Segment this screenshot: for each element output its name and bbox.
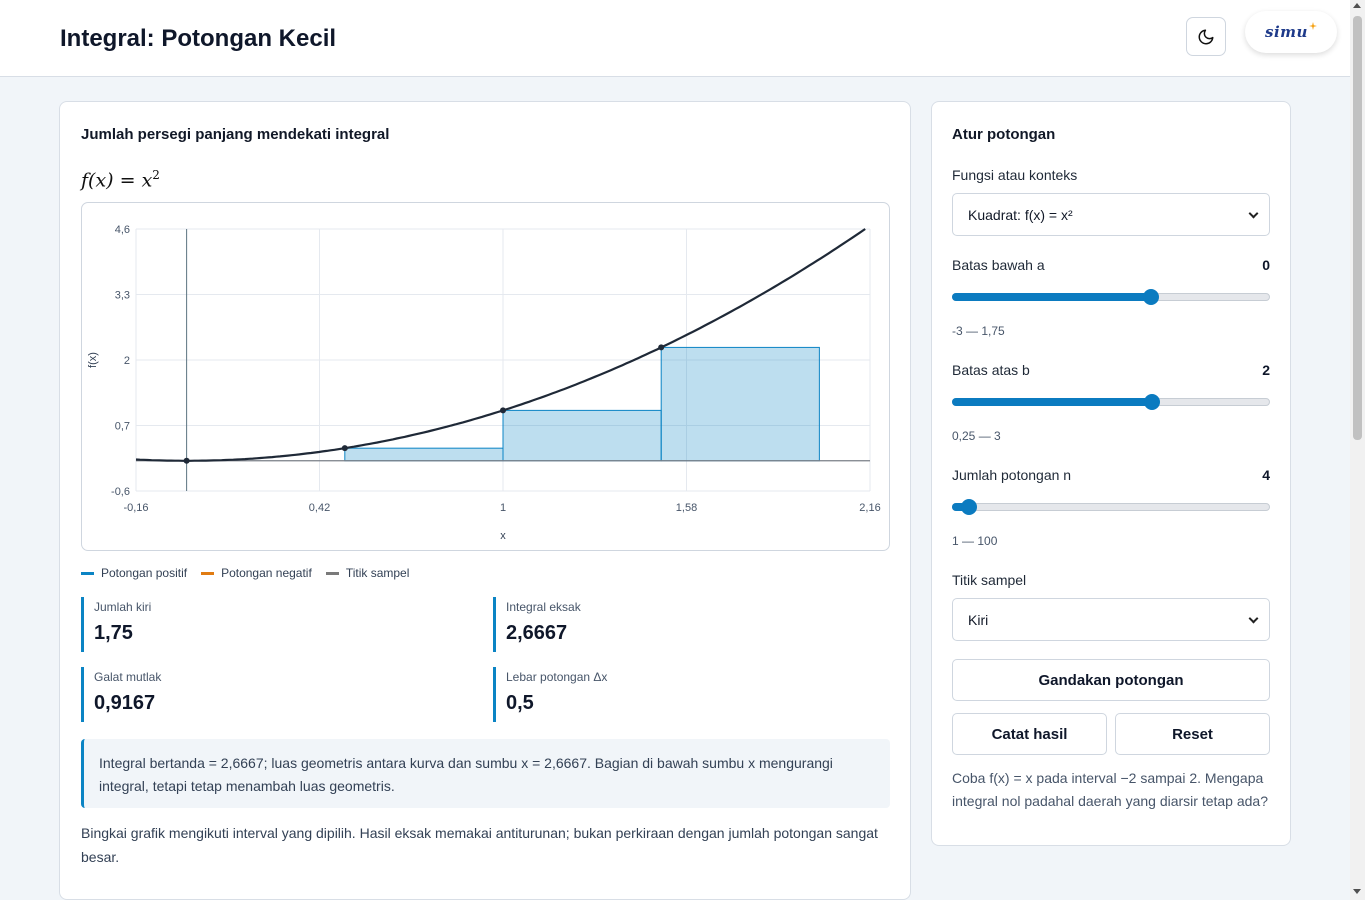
- y-tick-label: 0,7: [115, 421, 130, 433]
- y-axis-label: f(x): [87, 352, 99, 368]
- scroll-thumb[interactable]: [1353, 16, 1362, 440]
- function-select[interactable]: Kuadrat: f(x) = x²: [952, 193, 1270, 236]
- slice-count-range: 1 — 100: [952, 534, 998, 548]
- legend-label: Potongan negatif: [221, 566, 312, 580]
- slice-count-slider[interactable]: [952, 499, 1270, 515]
- sample-point: [658, 344, 665, 351]
- stat-left-sum: Jumlah kiri 1,75: [81, 597, 421, 652]
- stat-value: 0,9167: [94, 692, 156, 714]
- slider-fill: [952, 398, 1153, 406]
- brand-logo[interactable]: simu: [1245, 11, 1337, 53]
- chart-svg: -0,16 0,42 1 1,58 2,16 4,6 3,3 2 0,7 -0,6 x f(x): [87, 224, 881, 542]
- page-scrollbar[interactable]: [1350, 0, 1365, 900]
- slice-count-label: Jumlah potongan n: [952, 467, 1072, 483]
- lower-bound-range: -3 — 1,75: [952, 324, 1005, 338]
- lower-bound-label: Batas bawah a: [952, 257, 1045, 273]
- scroll-up-arrow-icon[interactable]: [1353, 3, 1361, 8]
- x-tick-label: -0,16: [123, 502, 148, 514]
- legend-item: Titik sampel: [325, 566, 410, 580]
- riemann-rectangle: [502, 409, 662, 462]
- chevron-down-icon: [1248, 208, 1259, 219]
- app-header: Integral: Potongan Kecil simu: [0, 0, 1350, 77]
- upper-bound-label: Batas atas b: [952, 362, 1030, 378]
- double-slices-button[interactable]: Gandakan potongan: [952, 659, 1270, 701]
- function-label: Fungsi atau konteks: [952, 167, 1078, 183]
- slider-thumb[interactable]: [961, 499, 978, 515]
- stat-value: 2,6667: [506, 622, 568, 644]
- x-tick-label: 1,58: [676, 502, 697, 514]
- x-tick-label: 2,16: [859, 502, 880, 514]
- hint-text: Coba f(x) = x pada interval −2 sampai 2.…: [952, 770, 1269, 809]
- upper-bound-value: 2: [1262, 362, 1270, 378]
- y-tick-label: 4,6: [115, 224, 130, 236]
- slider-thumb[interactable]: [1144, 394, 1161, 410]
- moon-icon: [1198, 29, 1214, 44]
- legend-label: Titik sampel: [345, 566, 410, 580]
- legend-swatch: [81, 571, 94, 575]
- scroll-down-arrow-icon[interactable]: [1353, 889, 1361, 894]
- sample-point-select-value: Kiri: [968, 611, 989, 628]
- y-tick-label: -0,6: [111, 486, 130, 498]
- y-tick-label: 2: [124, 355, 130, 367]
- function-select-value: Kuadrat: f(x) = x²: [968, 206, 1073, 223]
- logo-text: simu: [1265, 23, 1308, 41]
- x-tick-label: 1: [500, 502, 506, 514]
- stat-value: 0,5: [506, 692, 534, 714]
- chevron-down-icon: [1248, 613, 1259, 624]
- sparkle-icon: [1308, 22, 1317, 30]
- slider-fill: [952, 293, 1151, 301]
- theme-toggle-button[interactable]: [1186, 17, 1226, 56]
- formula-exponent: 2: [152, 168, 160, 182]
- sample-point: [183, 457, 190, 464]
- legend-swatch: [325, 571, 339, 575]
- stat-label: Jumlah kiri: [94, 600, 152, 614]
- sample-point-label: Titik sampel: [952, 572, 1027, 588]
- legend-label: Potongan positif: [101, 566, 188, 580]
- legend-swatch: [201, 571, 215, 575]
- stat-slice-width: Lebar potongan Δx 0,5: [493, 667, 833, 722]
- reset-button[interactable]: Reset: [1115, 713, 1270, 755]
- controls-title: Atur potongan: [952, 126, 1056, 143]
- sample-point: [500, 407, 506, 414]
- riemann-rectangle: [344, 447, 504, 462]
- lower-bound-slider[interactable]: [952, 289, 1270, 305]
- slider-fill: [952, 503, 970, 511]
- stat-absolute-error: Galat mutlak 0,9167: [81, 667, 421, 722]
- page-title: Integral: Potongan Kecil: [60, 25, 337, 52]
- x-axis-label: x: [500, 530, 506, 542]
- y-tick-label: 3,3: [115, 290, 130, 302]
- stat-exact-integral: Integral eksak 2,6667: [493, 597, 833, 652]
- legend-item: Potongan positif: [81, 566, 187, 580]
- formula-text: f(x) = x: [81, 169, 153, 192]
- chart-card-title: Jumlah persegi panjang mendekati integra…: [81, 126, 390, 143]
- riemann-chart: -0,16 0,42 1 1,58 2,16 4,6 3,3 2 0,7 -0,6 x f(x): [81, 202, 890, 551]
- sample-point-select[interactable]: Kiri: [952, 598, 1270, 641]
- legend-item: Potongan negatif: [201, 566, 312, 580]
- slider-thumb[interactable]: [1142, 289, 1159, 305]
- stat-value: 1,75: [94, 622, 133, 644]
- stat-label: Integral eksak: [506, 600, 581, 614]
- x-tick-label: 0,42: [309, 502, 330, 514]
- sample-point: [341, 445, 348, 452]
- stat-label: Lebar potongan Δx: [506, 670, 608, 684]
- function-formula: f(x) = x2: [81, 168, 160, 191]
- upper-bound-range: 0,25 — 3: [952, 429, 1001, 443]
- integral-note: Integral bertanda = 2,6667; luas geometr…: [81, 739, 890, 808]
- chart-legend: Potongan positif Potongan negatif Titik sa…: [81, 566, 409, 580]
- slider-track: [952, 503, 1270, 511]
- controls-card: Atur potongan Fungsi atau konteks Kuadra…: [931, 101, 1291, 846]
- lower-bound-value: 0: [1262, 257, 1270, 273]
- riemann-rectangle: [660, 346, 820, 462]
- slice-count-value: 4: [1262, 467, 1270, 483]
- stat-label: Galat mutlak: [94, 670, 162, 684]
- footnote: Bingkai grafik mengikuti interval yang d…: [81, 825, 878, 865]
- upper-bound-slider[interactable]: [952, 394, 1270, 410]
- record-result-button[interactable]: Catat hasil: [952, 713, 1107, 755]
- chart-card: Jumlah persegi panjang mendekati integra…: [59, 101, 911, 900]
